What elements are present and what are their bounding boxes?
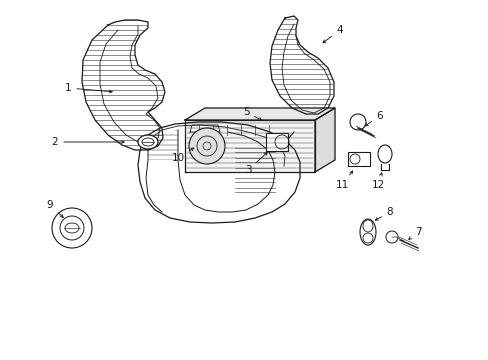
Text: 1: 1	[64, 83, 112, 93]
Circle shape	[189, 128, 224, 164]
Ellipse shape	[138, 135, 158, 149]
Polygon shape	[184, 108, 334, 120]
Circle shape	[385, 231, 397, 243]
Circle shape	[349, 114, 365, 130]
Ellipse shape	[359, 219, 375, 245]
Text: 11: 11	[335, 171, 352, 190]
Text: 9: 9	[46, 200, 63, 217]
Text: 8: 8	[375, 207, 392, 220]
Text: 6: 6	[365, 111, 383, 126]
Text: 2: 2	[52, 137, 124, 147]
Bar	[265, 133, 287, 151]
Text: 7: 7	[408, 227, 421, 239]
Text: 12: 12	[370, 173, 384, 190]
Polygon shape	[314, 108, 334, 172]
Circle shape	[52, 208, 92, 248]
Text: 5: 5	[242, 107, 261, 120]
Ellipse shape	[377, 145, 391, 163]
Text: 10: 10	[171, 148, 193, 163]
Bar	[347, 152, 369, 166]
Polygon shape	[184, 120, 314, 172]
Text: 3: 3	[244, 153, 266, 175]
Text: 4: 4	[323, 25, 343, 43]
